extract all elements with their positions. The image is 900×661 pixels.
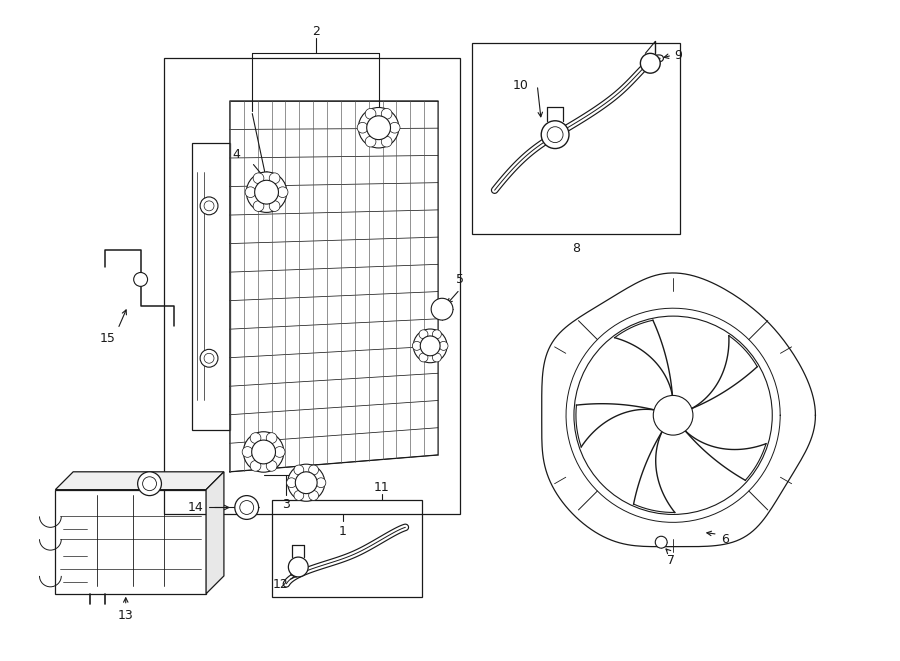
Circle shape [541, 121, 569, 149]
Circle shape [288, 557, 308, 577]
Circle shape [269, 173, 280, 184]
Circle shape [295, 472, 317, 494]
Text: 6: 6 [721, 533, 729, 546]
Circle shape [439, 342, 448, 350]
Polygon shape [206, 472, 224, 594]
Text: 4: 4 [233, 148, 240, 161]
Bar [472, 44, 680, 234]
Text: 12: 12 [273, 578, 288, 592]
Circle shape [269, 201, 280, 212]
Circle shape [655, 536, 667, 548]
Circle shape [432, 353, 441, 362]
Circle shape [255, 180, 278, 204]
Circle shape [547, 127, 563, 143]
Circle shape [357, 122, 368, 133]
Text: 3: 3 [283, 498, 291, 511]
Circle shape [413, 329, 447, 363]
Text: 9: 9 [674, 49, 682, 62]
Circle shape [419, 353, 428, 362]
Circle shape [309, 465, 319, 475]
Bar [55, 490, 206, 594]
Bar [272, 500, 422, 597]
Circle shape [266, 461, 277, 471]
Text: 8: 8 [572, 242, 580, 255]
Circle shape [250, 461, 261, 471]
Circle shape [653, 395, 693, 435]
Circle shape [200, 197, 218, 215]
Circle shape [274, 447, 285, 457]
Circle shape [243, 432, 284, 472]
Bar [193, 143, 230, 430]
Circle shape [288, 464, 325, 501]
Circle shape [365, 108, 376, 119]
Circle shape [412, 342, 421, 350]
Bar [165, 58, 460, 514]
Circle shape [134, 272, 148, 286]
Circle shape [420, 336, 440, 356]
Text: 14: 14 [187, 501, 203, 514]
Text: 10: 10 [512, 79, 528, 92]
Text: 13: 13 [118, 609, 133, 622]
Circle shape [142, 477, 157, 490]
Circle shape [390, 122, 400, 133]
Circle shape [277, 187, 288, 198]
Polygon shape [55, 472, 224, 490]
Circle shape [382, 136, 392, 147]
Circle shape [641, 54, 661, 73]
Circle shape [431, 298, 453, 320]
Text: 7: 7 [667, 553, 675, 566]
Circle shape [239, 500, 254, 514]
Circle shape [204, 354, 214, 364]
Circle shape [266, 433, 277, 444]
Circle shape [253, 201, 264, 212]
Circle shape [235, 496, 258, 520]
Text: 2: 2 [312, 25, 320, 38]
Circle shape [252, 440, 275, 464]
Circle shape [253, 173, 264, 184]
Circle shape [358, 108, 399, 148]
Text: 1: 1 [339, 525, 346, 538]
Circle shape [286, 478, 296, 488]
Circle shape [366, 116, 391, 139]
Text: 11: 11 [374, 481, 390, 494]
Circle shape [204, 201, 214, 211]
Circle shape [382, 108, 392, 119]
Circle shape [294, 465, 304, 475]
Circle shape [419, 330, 428, 338]
Circle shape [138, 472, 161, 496]
Circle shape [245, 187, 256, 198]
Circle shape [200, 350, 218, 368]
Circle shape [250, 433, 261, 444]
Circle shape [309, 490, 319, 500]
Circle shape [365, 136, 376, 147]
Circle shape [242, 447, 253, 457]
Text: 15: 15 [100, 332, 116, 346]
Text: 5: 5 [456, 273, 464, 286]
Circle shape [432, 330, 441, 338]
Circle shape [294, 490, 304, 500]
Circle shape [316, 478, 326, 488]
Circle shape [247, 172, 287, 212]
